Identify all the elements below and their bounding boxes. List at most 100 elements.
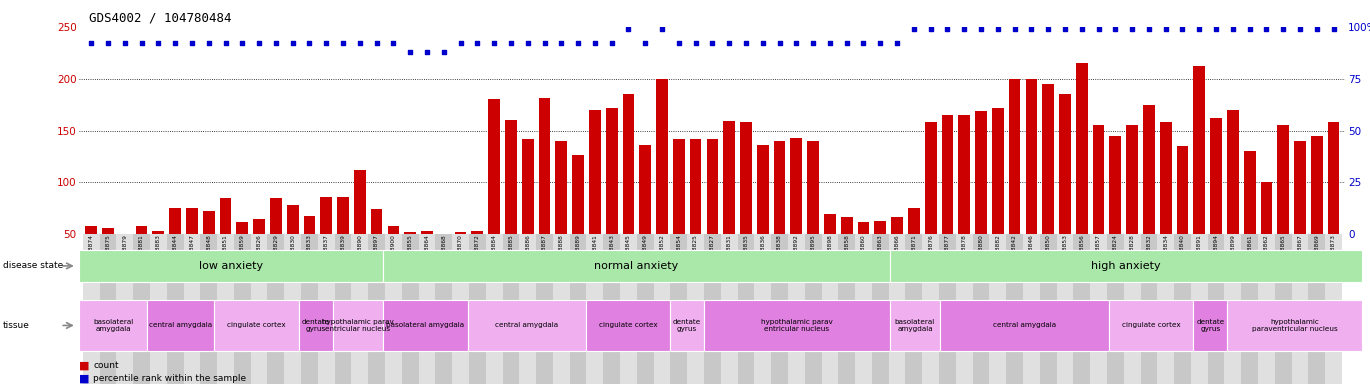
Bar	[200, 234, 216, 384]
Point	[685, 40, 707, 46]
Point	[803, 40, 825, 46]
Bar	[1008, 79, 1021, 234]
Bar	[538, 98, 551, 234]
Bar	[519, 234, 536, 384]
Text: basolateral amygdala: basolateral amygdala	[386, 323, 464, 328]
Bar	[771, 234, 788, 384]
Text: high anxiety: high anxiety	[1091, 261, 1160, 271]
Bar	[975, 111, 986, 234]
Point	[466, 40, 488, 46]
Text: cingulate cortex: cingulate cortex	[1122, 323, 1181, 328]
Bar	[455, 232, 466, 234]
Point	[1021, 26, 1043, 32]
Bar	[219, 198, 232, 234]
Bar	[673, 139, 685, 234]
Bar	[1228, 110, 1238, 234]
Point	[181, 40, 203, 46]
Text: dentate
gyrus: dentate gyrus	[1196, 319, 1225, 332]
Point	[567, 40, 589, 46]
Text: GDS4002 / 104780484: GDS4002 / 104780484	[89, 12, 232, 25]
Bar	[1193, 66, 1206, 234]
Point	[1188, 26, 1210, 32]
Bar	[452, 234, 469, 384]
Point	[1155, 26, 1177, 32]
Bar	[570, 234, 586, 384]
Bar	[234, 234, 251, 384]
Point	[416, 49, 438, 55]
Point	[667, 40, 689, 46]
Bar	[103, 228, 114, 234]
Point	[433, 49, 455, 55]
Bar	[704, 234, 721, 384]
Bar	[1275, 234, 1292, 384]
Bar	[959, 115, 970, 234]
Bar	[925, 122, 937, 234]
Point	[382, 40, 404, 46]
Bar	[656, 79, 669, 234]
Point	[1306, 26, 1328, 32]
Point	[1273, 26, 1295, 32]
Bar	[369, 234, 385, 384]
Bar	[992, 108, 1004, 234]
Point	[919, 26, 941, 32]
Point	[886, 40, 908, 46]
Bar	[1325, 234, 1343, 384]
Bar	[1140, 234, 1158, 384]
Bar	[1043, 84, 1054, 234]
Bar	[838, 234, 855, 384]
Point	[1071, 26, 1093, 32]
Bar	[723, 121, 736, 234]
Bar	[149, 234, 167, 384]
Bar	[1143, 104, 1155, 234]
Bar	[1073, 234, 1091, 384]
Bar	[1177, 146, 1188, 234]
Point	[215, 40, 237, 46]
Bar	[318, 234, 334, 384]
Text: percentile rank within the sample: percentile rank within the sample	[93, 374, 247, 383]
Bar	[1225, 234, 1241, 384]
Bar	[203, 212, 215, 234]
Bar	[1208, 234, 1225, 384]
Bar	[640, 145, 651, 234]
Bar	[116, 234, 133, 384]
Bar	[237, 222, 248, 234]
Bar	[321, 197, 332, 234]
Bar	[471, 231, 484, 234]
Bar	[756, 145, 769, 234]
Text: ■: ■	[79, 373, 90, 383]
Point	[1255, 26, 1277, 32]
Point	[533, 40, 555, 46]
Point	[651, 26, 673, 32]
Bar	[941, 115, 954, 234]
Bar	[707, 139, 718, 234]
Bar	[419, 234, 436, 384]
Bar	[956, 234, 973, 384]
Bar	[841, 217, 852, 234]
Text: disease state: disease state	[3, 262, 63, 270]
Point	[232, 40, 253, 46]
Bar	[586, 234, 603, 384]
Bar	[1126, 125, 1138, 234]
Point	[769, 40, 790, 46]
Point	[349, 40, 371, 46]
Bar	[688, 234, 704, 384]
Point	[551, 40, 573, 46]
Point	[1054, 26, 1075, 32]
Bar	[1026, 79, 1037, 234]
Point	[1171, 26, 1193, 32]
Bar	[637, 234, 653, 384]
Bar	[267, 234, 285, 384]
Bar	[1328, 122, 1340, 234]
Bar	[136, 226, 148, 234]
Bar	[1040, 234, 1056, 384]
Bar	[1191, 234, 1208, 384]
Point	[1289, 26, 1311, 32]
Bar	[689, 139, 701, 234]
Bar	[740, 122, 752, 234]
Bar	[871, 234, 889, 384]
Text: ■: ■	[79, 361, 90, 371]
Bar	[804, 234, 822, 384]
Bar	[1023, 234, 1040, 384]
Bar	[874, 221, 886, 234]
Bar	[807, 141, 819, 234]
